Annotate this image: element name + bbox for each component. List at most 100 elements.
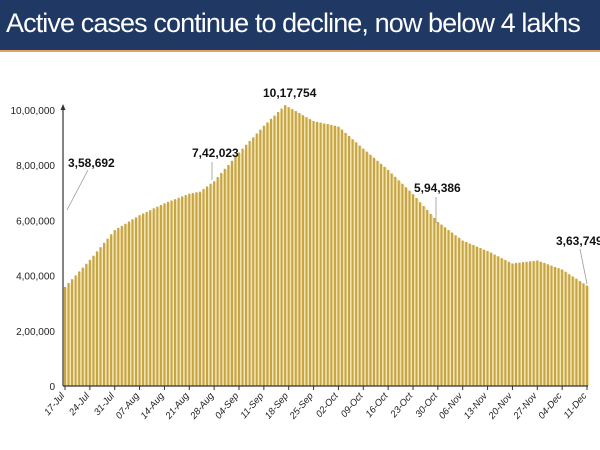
bar (266, 122, 269, 387)
bar-gap (506, 260, 508, 386)
bar-gap (463, 241, 465, 386)
bar (372, 157, 376, 386)
bar-gap (378, 161, 380, 386)
bar (220, 172, 223, 386)
bar-gap (218, 178, 220, 386)
bar (500, 258, 503, 386)
y-tick-label: 10,00,000 (11, 106, 56, 117)
bar (198, 191, 202, 386)
bar-gap (197, 193, 199, 386)
bar (362, 148, 365, 386)
bar-gap (222, 173, 224, 386)
bar (401, 183, 404, 386)
x-tick-label: 14-Aug (139, 390, 168, 421)
bar (294, 111, 297, 386)
bar (419, 202, 422, 386)
bar-gap (169, 202, 171, 386)
bar-gap (211, 184, 213, 386)
bar (99, 247, 102, 386)
bar-gap (492, 253, 494, 386)
bar-gap (243, 149, 245, 386)
bar-gap (357, 143, 359, 386)
bar (411, 194, 415, 386)
bar-gap (513, 264, 515, 386)
bar-gap (385, 167, 387, 386)
bar-gap (236, 157, 238, 386)
annotation-label: 10,17,754 (263, 86, 317, 100)
x-tick-label: 28-Aug (188, 390, 217, 422)
bar-gap (524, 263, 526, 386)
bar (465, 241, 468, 386)
annotation-leader-line (66, 169, 89, 211)
bar-gap (559, 269, 561, 386)
bar (337, 126, 340, 386)
bar (482, 249, 486, 386)
bar-gap (94, 256, 96, 386)
annotation-leader-line (579, 248, 588, 285)
bar-gap (435, 218, 437, 386)
bar (202, 188, 205, 386)
annotation-label: 5,94,386 (414, 181, 461, 195)
bar (514, 262, 518, 386)
y-tick-label: 2,00,000 (16, 327, 55, 338)
bar-gap (403, 184, 405, 386)
bar (262, 125, 265, 387)
bar (92, 255, 95, 386)
bar-gap (87, 264, 89, 386)
bar-gap (122, 226, 125, 386)
bar-gap (229, 165, 231, 386)
bar (568, 274, 571, 386)
bar (110, 234, 113, 386)
bar (241, 148, 244, 386)
bar (177, 197, 180, 386)
bar (355, 142, 358, 386)
x-tick-label: 11-Sep (238, 391, 266, 421)
active-cases-bar-chart: 0 2,00,000 4,00,000 6,00,000 8,00,000 10,00,0… (11, 86, 600, 422)
x-tick-label: 02-Oct (314, 391, 341, 420)
bar (305, 117, 308, 387)
bar-gap (371, 155, 373, 386)
bar-gap (485, 250, 487, 386)
bar (518, 262, 521, 386)
x-tick-label: 24-Jul (66, 390, 92, 418)
bar-gap (314, 122, 316, 386)
bar-gap (147, 212, 149, 386)
bar (237, 152, 241, 386)
bar-gap (215, 182, 217, 386)
bar-gap (467, 242, 469, 386)
bar-gap (584, 284, 586, 386)
y-tick-label: 4,00,000 (16, 272, 55, 283)
bar-gap (392, 174, 394, 386)
bar (184, 195, 187, 386)
bar-gap (449, 231, 451, 386)
bar-gap (101, 248, 103, 386)
bar (259, 129, 262, 386)
bar (561, 269, 564, 386)
bar (397, 180, 400, 386)
x-tick-label: 04-Dec (536, 391, 564, 422)
bar-gap (499, 257, 501, 386)
bar (585, 285, 589, 386)
bar (323, 123, 326, 387)
bar (131, 219, 134, 386)
bar (216, 177, 219, 386)
bar (433, 217, 436, 386)
bar-gap (98, 252, 100, 386)
bar-gap (176, 200, 178, 386)
bar-gap (520, 263, 522, 386)
bar (543, 262, 546, 386)
bar-gap (179, 198, 181, 386)
bar (486, 251, 489, 386)
bar-gap (414, 195, 416, 386)
bar (351, 139, 354, 386)
bar (443, 227, 447, 386)
bar (88, 259, 91, 386)
bar-gap (165, 204, 167, 386)
bar (149, 210, 152, 386)
bar-gap (154, 209, 156, 386)
bar (195, 192, 198, 386)
bar (358, 145, 361, 386)
bar-gap (325, 124, 327, 387)
bar-gap (410, 191, 412, 386)
bar (578, 281, 581, 386)
